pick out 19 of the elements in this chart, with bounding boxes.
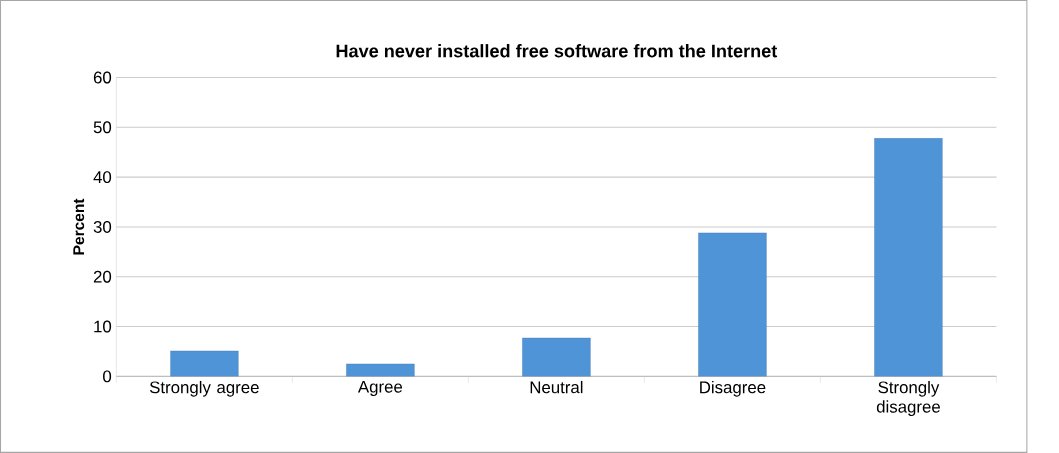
y-tick-label: 40	[93, 171, 112, 184]
y-tick-label: 10	[94, 320, 112, 333]
y-tick-label: 50	[93, 121, 112, 134]
x-tick-label: Strongly agree	[149, 380, 259, 397]
y-tick-label: 0	[103, 370, 112, 383]
chart-title: Have never installed free software from the Internet	[336, 44, 778, 58]
x-tick-label: Disagree	[700, 380, 766, 397]
y-axis-title: Percent	[73, 198, 85, 255]
bar	[346, 363, 415, 377]
y-tick-label: 20	[93, 270, 112, 283]
bar	[170, 350, 239, 377]
x-tick-label: Agree	[357, 381, 403, 397]
x-tick-label: Neutral	[530, 380, 583, 394]
bar	[522, 337, 591, 377]
bar	[698, 232, 767, 377]
y-tick-label: 60	[93, 71, 112, 84]
x-tick-label: Strongly disagree	[876, 380, 940, 417]
bar	[874, 138, 943, 377]
y-tick-label: 30	[93, 221, 112, 233]
